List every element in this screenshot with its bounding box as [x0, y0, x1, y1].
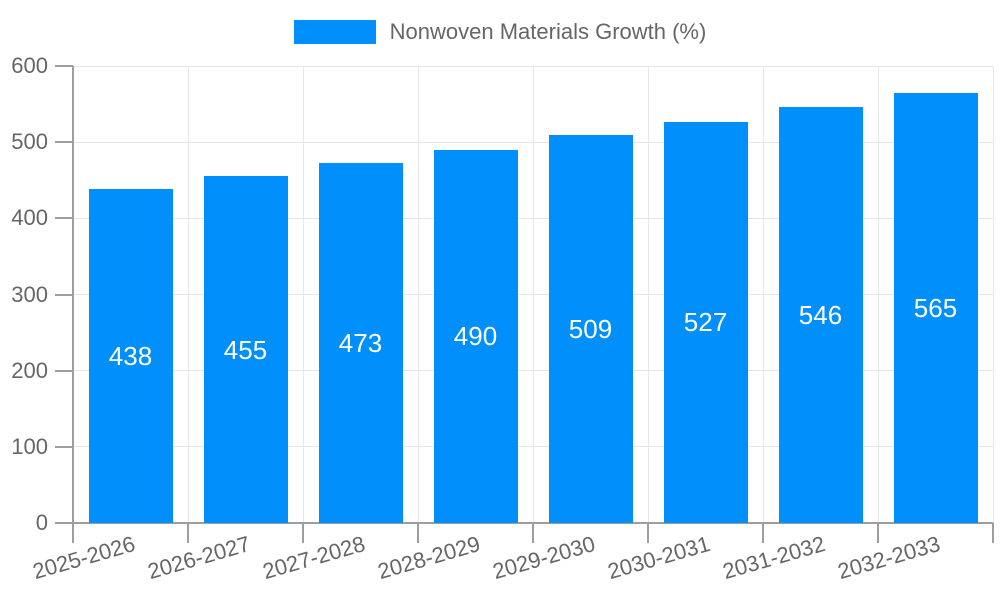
bar-value-label: 473 [338, 327, 383, 358]
y-axis-label: 200 [11, 357, 48, 383]
legend-label: Nonwoven Materials Growth (%) [389, 19, 707, 44]
y-axis-tick [55, 522, 73, 524]
x-axis-line [73, 522, 993, 524]
y-axis-label: 500 [11, 129, 48, 155]
y-axis-label: 100 [11, 433, 48, 459]
bar-value-label: 509 [568, 314, 613, 345]
gridline-vertical [187, 66, 189, 523]
x-axis-tick [992, 523, 994, 543]
x-axis-tick [302, 523, 304, 543]
bar[interactable] [433, 149, 518, 523]
bar[interactable] [318, 162, 403, 523]
legend[interactable]: Nonwoven Materials Growth (%) [0, 18, 1000, 46]
bar[interactable] [893, 92, 978, 523]
gridline-vertical [532, 66, 534, 523]
bar[interactable] [548, 135, 633, 523]
y-axis-label: 600 [11, 53, 48, 78]
x-axis-tick [532, 523, 534, 543]
y-axis-tick [55, 141, 73, 144]
x-axis-tick [187, 523, 189, 543]
y-axis-tick [55, 369, 73, 372]
x-axis-tick [762, 523, 764, 543]
x-axis-tick [647, 523, 649, 543]
y-axis-tick [55, 445, 73, 448]
gridline-vertical [877, 66, 879, 523]
bar-value-label: 438 [108, 341, 153, 372]
bar[interactable] [88, 189, 173, 523]
y-axis-label: 300 [11, 281, 48, 307]
bar[interactable] [663, 121, 748, 523]
bar[interactable] [778, 107, 863, 523]
gridline-vertical [992, 66, 994, 523]
gridline-vertical [302, 66, 304, 523]
y-axis-tick [55, 217, 73, 220]
x-axis-tick [877, 523, 879, 543]
bar[interactable] [203, 176, 288, 523]
gridline-vertical [417, 66, 419, 523]
y-axis-label: 400 [11, 205, 48, 231]
x-axis-tick [417, 523, 419, 543]
y-axis-line [72, 66, 74, 523]
gridline-vertical [647, 66, 649, 523]
bar-value-label: 455 [223, 334, 268, 365]
legend-swatch [293, 20, 376, 44]
gridline-vertical [762, 66, 764, 523]
bar-value-label: 565 [913, 292, 958, 323]
bar-value-label: 527 [683, 307, 728, 338]
bar-value-label: 546 [798, 300, 843, 331]
bar-value-label: 490 [453, 321, 498, 352]
y-axis-label: 0 [35, 510, 48, 535]
y-axis-tick [55, 293, 73, 296]
y-axis-tick [55, 65, 73, 67]
x-axis-tick [72, 523, 74, 543]
